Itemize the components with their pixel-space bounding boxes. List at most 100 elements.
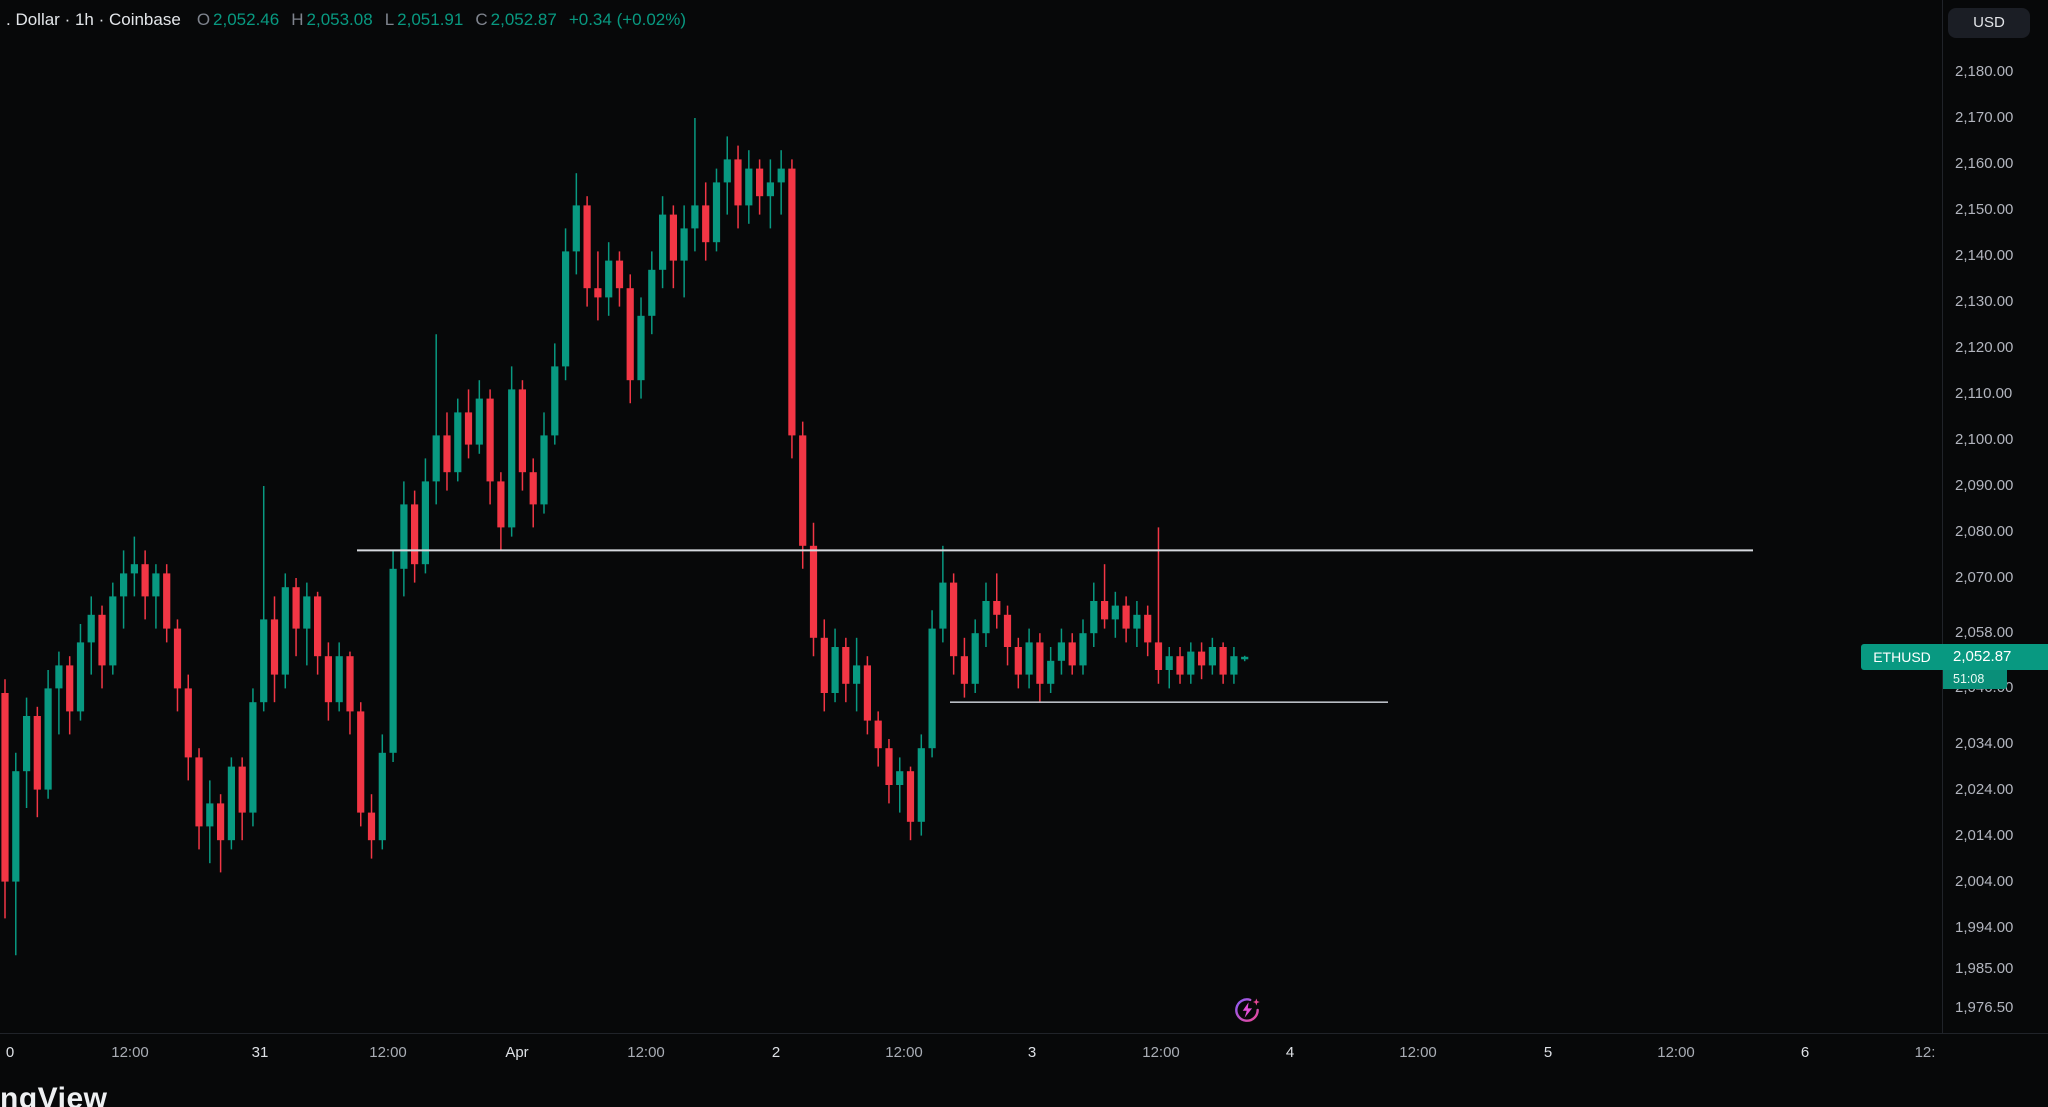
candle-body [260, 619, 268, 703]
candle-body [120, 573, 128, 597]
candle-body [76, 642, 85, 712]
candle-body [1057, 642, 1065, 661]
low-label: L [384, 10, 395, 29]
price-axis-label: 2,058.00 [1955, 624, 2014, 641]
price-axis-label: 2,180.00 [1955, 63, 2014, 80]
candle-body [712, 182, 721, 243]
time-axis-label: 12:00 [369, 1044, 407, 1061]
candle-body [44, 688, 52, 790]
price-axis-label: 2,004.00 [1955, 873, 2014, 890]
candle-body [1122, 605, 1130, 629]
candle-body [173, 628, 182, 689]
candle-body [33, 716, 41, 790]
candle-body [292, 587, 300, 629]
candle-body [637, 315, 645, 381]
close-value: 2,052.87 [490, 10, 557, 29]
candle-body [443, 435, 451, 473]
high-readout: H 2,053.08 [291, 10, 372, 30]
candle-body [464, 412, 473, 445]
candle-body [799, 435, 807, 546]
candle-body [335, 656, 343, 703]
candle-body [594, 288, 602, 298]
price-axis[interactable]: USD 2,180.00 2,170.00 2,160.00 2,150.00 2,14… [1942, 0, 2048, 1033]
candle-body [562, 251, 570, 367]
candle-body [939, 582, 947, 629]
candle-body [1036, 642, 1044, 684]
candle-body [906, 771, 915, 822]
time-axis-label: 12:00 [627, 1044, 665, 1061]
time-axis-label: Apr [505, 1044, 529, 1061]
last-price-badge-value: 2,052.87 [1943, 644, 2048, 670]
candle-body [184, 688, 192, 758]
chart-plot-area[interactable]: . Dollar · 1h · Coinbase O 2,052.46 H 2,05… [0, 0, 1942, 1032]
candle-body [540, 435, 548, 505]
candle-body [605, 260, 613, 298]
price-axis-label: 2,014.00 [1955, 827, 2014, 844]
time-axis-label: 12:00 [885, 1044, 923, 1061]
candle-body [12, 771, 20, 882]
candlestick-chart [1, 118, 1753, 956]
candle-body [130, 564, 138, 574]
candle-body [853, 665, 861, 684]
candle-body [206, 803, 214, 827]
symbol-title[interactable]: . Dollar · 1h · Coinbase [6, 10, 181, 29]
candle-body [508, 389, 516, 528]
candle-body [454, 412, 462, 473]
candle-body [648, 269, 656, 316]
candle-body [87, 614, 95, 643]
candle-body [863, 665, 871, 721]
candle-body [249, 702, 257, 813]
price-axis-label: 2,170.00 [1955, 109, 2014, 126]
candle-body [659, 214, 667, 270]
candle-body [389, 568, 397, 753]
candle-body [960, 656, 968, 684]
ai-sparkle-lightning-icon[interactable] [1231, 994, 1263, 1026]
time-axis-label: 4 [1285, 1044, 1295, 1061]
candle-body [615, 260, 624, 289]
candle-body [917, 748, 925, 822]
candle-body [55, 665, 63, 689]
candle-body [421, 481, 429, 565]
candle-body [702, 205, 710, 243]
price-change: +0.34 (+0.02%) [568, 10, 687, 29]
candle-body [831, 647, 839, 693]
candle-body [367, 812, 376, 841]
candle-body [227, 766, 235, 841]
candle-body [497, 481, 505, 528]
price-axis-label: 1,976.50 [1955, 999, 2014, 1016]
price-axis-label: 2,120.00 [1955, 339, 2014, 356]
candle-body [141, 564, 149, 597]
candle-body [669, 214, 677, 261]
price-axis-label: 2,070.00 [1955, 569, 2014, 586]
candle-body [411, 504, 419, 565]
time-axis-label: 12:00 [111, 1044, 149, 1061]
price-axis-label: 1,985.00 [1955, 960, 2014, 977]
candle-body [1133, 614, 1141, 629]
price-axis-label: 2,160.00 [1955, 155, 2014, 172]
candle-body [270, 619, 279, 675]
open-readout: O 2,052.46 [197, 10, 279, 30]
currency-toggle-button[interactable]: USD [1948, 8, 2030, 38]
candle-body [400, 504, 408, 569]
price-axis-label: 1,994.00 [1955, 919, 2014, 936]
candle-body [109, 596, 117, 666]
open-value: 2,052.46 [213, 10, 280, 29]
bar-close-countdown: 51:08 [1943, 670, 2007, 689]
tradingview-logo[interactable]: ngView [0, 1082, 108, 1107]
candle-body [1198, 651, 1206, 666]
price-axis-label: 2,080.00 [1955, 523, 2014, 540]
time-axis-label: 12: [1914, 1044, 1936, 1061]
low-readout: L 2,051.91 [385, 10, 464, 30]
candle-body [885, 748, 893, 785]
candle-body [896, 771, 904, 785]
high-value: 2,053.08 [306, 10, 373, 29]
candle-body [874, 720, 882, 749]
time-axis[interactable]: 0 12:00 31 12:00 Apr 12:00 2 12:00 3 12:00 4 12:00 5… [0, 1033, 2048, 1107]
candle-body [324, 656, 332, 703]
candle-body [971, 633, 979, 684]
candle-body [1047, 660, 1055, 684]
candle-body [217, 803, 225, 841]
candle-body [1111, 605, 1119, 620]
price-axis-label: 2,130.00 [1955, 293, 2014, 310]
